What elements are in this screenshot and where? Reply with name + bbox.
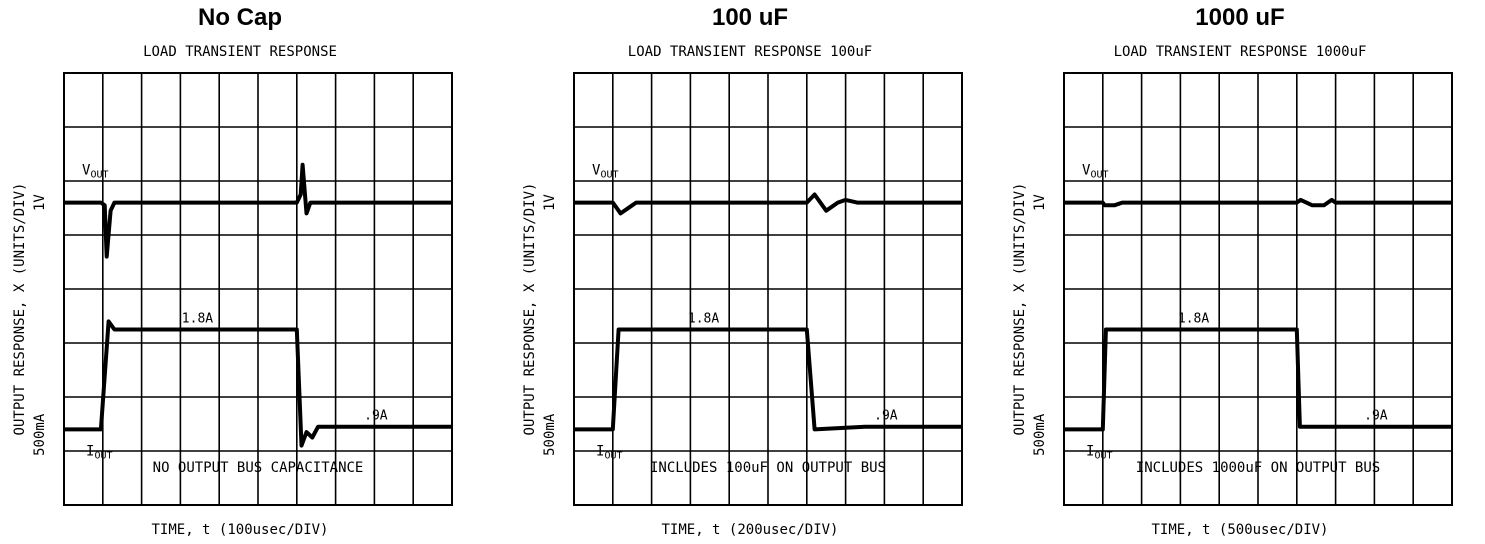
trace-iout [1064,327,1452,432]
series-label-vout: VOUT [592,163,619,181]
scope-plot: VOUT IOUT 1.8A .9A INCLUDES 100uF ON OUTPUT … [522,72,963,506]
level-annotation: 1.8A [1178,312,1209,327]
chart-title: 100 uF [711,4,789,31]
series-label-subscript: OUT [94,450,112,461]
capacitance-note: INCLUDES 1000uF ON OUTPUT BUS [1136,460,1380,476]
x-axis-label: TIME, t (500usec/DIV) [1151,522,1329,538]
trace-iout [64,319,452,448]
chart-title: No Cap [198,4,282,31]
series-label-vout: VOUT [1082,163,1109,181]
level-annotation: .9A [364,409,388,424]
series-label-subscript: OUT [1090,170,1108,181]
y-axis-label: OUTPUT RESPONSE, X (UNITS/DIV) [12,183,28,436]
grid [1064,73,1452,505]
scale-label-voltage: 1V [1032,194,1048,211]
plot-frame [63,72,453,506]
series-label-iout: IOUT [86,443,113,461]
trace-vout [574,192,962,216]
grid [574,73,962,505]
series-label-subscript: OUT [1094,450,1112,461]
chart-subtitle: LOAD TRANSIENT RESPONSE 1000uF [1113,44,1367,60]
trace-vout [1064,197,1452,208]
level-annotation: .9A [874,409,898,424]
scope-plot: VOUT IOUT 1.8A .9A NO OUTPUT BUS CAPACITANCE… [12,72,453,506]
plot-frame [573,72,963,506]
series-label-iout: IOUT [596,443,623,461]
level-annotation: 1.8A [182,312,213,327]
level-annotation: 1.8A [688,312,719,327]
series-label-vout: VOUT [82,163,109,181]
panel-100uf: 100 uF LOAD TRANSIENT RESPONSE 100uF VOU… [510,0,990,544]
level-annotation: .9A [1364,409,1388,424]
scale-label-current: 500mA [1032,413,1048,456]
panel-1000uf: 1000 uF LOAD TRANSIENT RESPONSE 1000uF V… [1000,0,1480,544]
x-axis-label: TIME, t (200usec/DIV) [661,522,839,538]
scale-label-current: 500mA [542,413,558,456]
scale-label-current: 500mA [32,413,48,456]
x-axis-label: TIME, t (100usec/DIV) [151,522,329,538]
trace-iout [574,327,962,432]
plot-frame [1063,72,1453,506]
series-label-subscript: OUT [600,170,618,181]
series-label-subscript: OUT [90,170,108,181]
capacitance-note: INCLUDES 100uF ON OUTPUT BUS [650,460,886,476]
series-label-subscript: OUT [604,450,622,461]
series-label-iout: IOUT [1086,443,1113,461]
scale-label-voltage: 1V [542,194,558,211]
chart-title: 1000 uF [1195,4,1285,31]
y-axis-label: OUTPUT RESPONSE, X (UNITS/DIV) [1012,183,1028,436]
grid [64,73,452,505]
chart-subtitle: LOAD TRANSIENT RESPONSE 100uF [627,44,873,60]
scope-plot: VOUT IOUT 1.8A .9A INCLUDES 1000uF ON OUTPUT… [1012,72,1453,506]
panel-no-cap: No Cap LOAD TRANSIENT RESPONSE VOUT IOUT 1… [0,0,480,544]
trace-vout [64,162,452,259]
capacitance-note: NO OUTPUT BUS CAPACITANCE [153,460,364,476]
chart-subtitle: LOAD TRANSIENT RESPONSE [143,44,337,60]
y-axis-label: OUTPUT RESPONSE, X (UNITS/DIV) [522,183,538,436]
scale-label-voltage: 1V [32,194,48,211]
